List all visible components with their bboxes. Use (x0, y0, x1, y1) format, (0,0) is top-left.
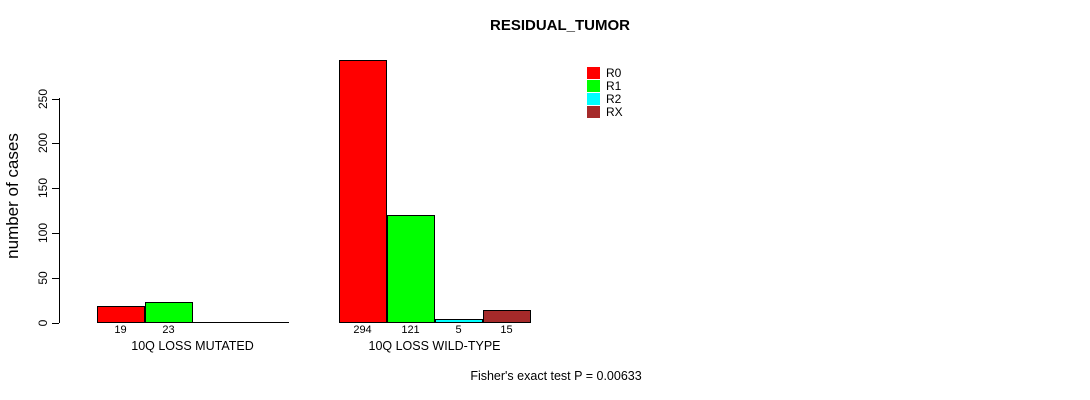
y-tick (52, 233, 59, 234)
legend-row: R2 (587, 93, 623, 106)
chart-title: RESIDUAL_TUMOR (489, 17, 631, 34)
legend-swatch (587, 106, 600, 119)
y-axis-line (59, 98, 60, 323)
legend-row: RX (587, 106, 623, 119)
y-tick (52, 143, 59, 144)
y-tick-label: 0 (36, 319, 50, 327)
y-tick-label: 100 (36, 222, 50, 244)
legend-row: R0 (587, 67, 623, 80)
bar-value-label: 15 (500, 324, 513, 336)
y-tick-label: 150 (36, 177, 50, 199)
legend-row: R1 (587, 80, 623, 93)
legend-swatch (587, 80, 600, 93)
y-tick-label: 50 (36, 271, 50, 285)
bar (434, 318, 483, 323)
y-tick (52, 188, 59, 189)
legend-label: R1 (606, 79, 622, 94)
category-label: 10Q LOSS WILD-TYPE (368, 339, 501, 353)
bar (482, 309, 531, 323)
bar-value-label: 23 (162, 324, 175, 336)
bar-value-label: 121 (401, 324, 420, 336)
stat-annotation: Fisher's exact test P = 0.00633 (470, 369, 642, 383)
bar-value-label: 19 (114, 324, 127, 336)
bar (144, 302, 193, 323)
bar (96, 305, 145, 323)
y-tick-label: 250 (36, 88, 50, 110)
legend: R0 R1 R2 RX (587, 67, 623, 119)
legend-label: RX (606, 105, 623, 120)
legend-swatch (587, 93, 600, 106)
bar (338, 59, 387, 323)
group-baseline (96, 322, 289, 323)
legend-label: R2 (606, 92, 622, 107)
y-axis-label: number of cases (3, 133, 22, 259)
bar (386, 214, 435, 323)
y-tick (52, 99, 59, 100)
legend-swatch (587, 67, 600, 80)
bar-value-label: 294 (353, 324, 372, 336)
bar-value-label: 5 (455, 324, 462, 336)
legend-label: R0 (606, 66, 622, 81)
y-tick-label: 200 (36, 132, 50, 154)
y-tick (52, 278, 59, 279)
category-label: 10Q LOSS MUTATED (131, 339, 254, 353)
y-tick (52, 323, 59, 324)
